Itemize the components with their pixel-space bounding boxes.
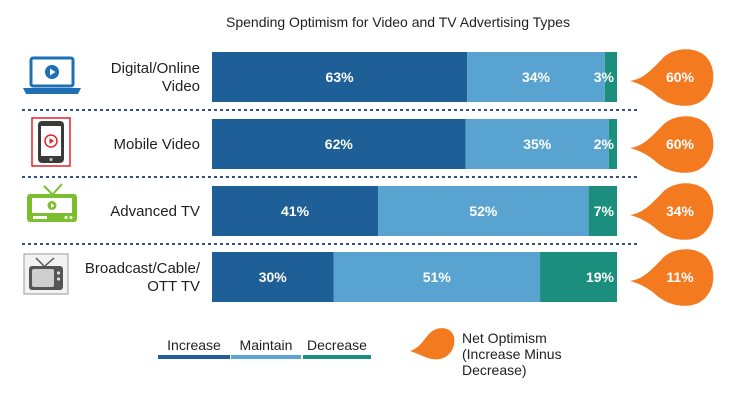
bar-value-label: 35%	[523, 136, 552, 152]
advanced-tv-icon	[27, 183, 77, 222]
category-label: Broadcast/Cable/OTT TV	[85, 260, 201, 295]
bar-value-label: 2%	[594, 136, 615, 152]
bar-value-label: 34%	[522, 69, 551, 85]
laptop-video-icon	[23, 56, 81, 94]
net-optimism-label: 34%	[666, 203, 695, 219]
broadcast-tv-icon	[23, 253, 69, 295]
net-optimism-label: 60%	[666, 69, 695, 85]
net-optimism-label: 11%	[666, 269, 694, 285]
bar-value-label: 52%	[469, 203, 498, 219]
net-optimism-marker	[630, 183, 714, 240]
chart-row: Advanced TV 41% 52% 7% 34%	[22, 183, 714, 245]
bar-segment-maintain	[333, 252, 541, 302]
bar-value-label: 30%	[259, 269, 288, 285]
legend-swatch-maintain	[231, 355, 301, 359]
category-label: Digital/Online Video	[111, 60, 200, 95]
net-optimism-label: 60%	[666, 136, 695, 152]
net-optimism-marker	[630, 116, 714, 173]
legend-swatch-increase	[158, 355, 230, 359]
legend-net-optimism: Net Optimism (Increase Minus Decrease)	[410, 328, 562, 378]
chart-row: Broadcast/Cable/OTT TV 30% 51% 19% 11%	[85, 249, 714, 306]
net-optimism-marker	[630, 49, 714, 106]
category-label: Mobile Video	[114, 136, 200, 153]
bar-segment-increase	[212, 119, 466, 169]
legend-label-decrease: Decrease	[307, 337, 367, 353]
legend-label-net-optimism: Net Optimism (Increase Minus Decrease)	[462, 330, 562, 378]
legend-label-increase: Increase	[167, 337, 221, 353]
legend-swatch-decrease	[303, 355, 371, 359]
bar-value-label: 7%	[594, 203, 615, 219]
net-optimism-marker	[630, 249, 714, 306]
bar-segment-maintain	[378, 186, 589, 236]
chart-row: Digital/Online Video 63% 34% 3% 60%	[22, 49, 714, 111]
bar-segment-increase	[212, 186, 379, 236]
legend-label-maintain: Maintain	[240, 337, 293, 353]
chart-row: Mobile Video 62% 35% 2% 60%	[22, 116, 714, 178]
bar-segment-decrease	[608, 119, 617, 169]
bar-segment-decrease	[588, 186, 617, 236]
mobile-video-icon	[31, 117, 71, 167]
bar-value-label: 63%	[326, 69, 355, 85]
bar-value-label: 62%	[325, 136, 354, 152]
category-label: Advanced TV	[110, 203, 200, 220]
bar-value-label: 19%	[586, 269, 615, 285]
bar-segment-decrease	[604, 52, 617, 102]
bar-segment-decrease	[540, 252, 617, 302]
bar-segment-maintain	[467, 52, 605, 102]
bar-segment-increase	[212, 252, 334, 302]
bar-segment-increase	[212, 52, 468, 102]
chart-title: Spending Optimism for Video and TV Adver…	[226, 14, 570, 30]
legend-swatch-net-optimism	[410, 328, 455, 360]
bar-value-label: 51%	[423, 269, 452, 285]
bar-value-label: 41%	[281, 203, 310, 219]
bar-segment-maintain	[465, 119, 609, 169]
bar-value-label: 3%	[594, 69, 615, 85]
